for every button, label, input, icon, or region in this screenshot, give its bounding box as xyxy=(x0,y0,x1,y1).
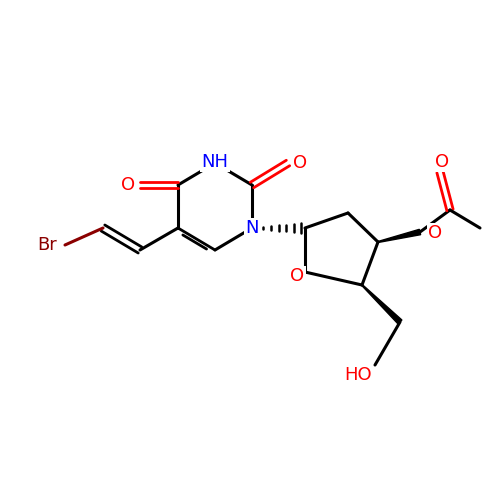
Polygon shape xyxy=(378,230,420,242)
Text: NH: NH xyxy=(202,153,228,171)
Text: Br: Br xyxy=(37,236,57,254)
Text: O: O xyxy=(435,153,449,171)
Text: O: O xyxy=(290,267,304,285)
Text: O: O xyxy=(121,176,135,194)
Text: O: O xyxy=(293,154,307,172)
Text: HO: HO xyxy=(344,366,372,384)
Polygon shape xyxy=(362,284,402,324)
Text: N: N xyxy=(245,219,259,237)
Text: O: O xyxy=(428,224,442,242)
